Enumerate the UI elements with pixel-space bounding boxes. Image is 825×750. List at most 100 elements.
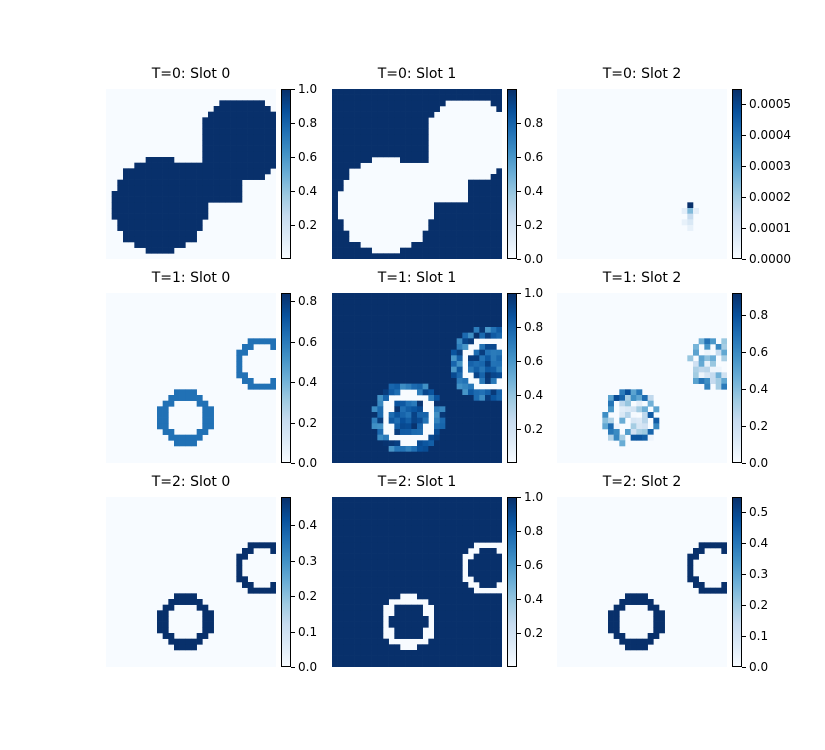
heatmap-cell [332,310,338,316]
heatmap-cell [468,451,474,458]
heatmap-cell [439,366,446,373]
heatmap-cell [496,604,502,611]
heatmap-cell [354,559,361,566]
heatmap-cell [123,179,129,186]
heatmap-cell [371,400,378,407]
heatmap-cell [496,361,502,367]
heatmap-cell [208,123,214,129]
heatmap-cell [360,610,367,617]
heatmap-cell [383,134,389,141]
heatmap-cell [473,644,480,651]
heatmap-cell [445,315,452,322]
heatmap-cell [162,225,169,231]
heatmap-cell [479,253,486,259]
heatmap-cell [208,111,214,118]
heatmap-cell [168,208,175,214]
heatmap-cell [337,162,344,169]
heatmap-cell [721,582,727,588]
heatmap-cell [354,378,361,384]
heatmap-cell [383,599,389,605]
heatmap-cell [468,395,474,401]
heatmap-cell [349,633,355,639]
heatmap-cell [490,434,497,441]
heatmap-cell [439,247,446,254]
heatmap-cell [485,213,491,220]
heatmap-cell [445,213,452,220]
heatmap-cell [236,168,243,175]
heatmap-cell [417,565,423,571]
heatmap-cell [411,327,418,333]
heatmap-cell [439,627,446,634]
heatmap-cell [473,610,480,617]
heatmap-cell [468,565,474,571]
heatmap-cell [490,219,497,226]
heatmap-cell [451,321,457,328]
heatmap-cell [411,123,418,129]
heatmap-cell [485,366,491,373]
heatmap-cell [349,576,355,583]
heatmap-cell [642,593,648,600]
heatmap-cell [349,661,355,667]
heatmap-cell [383,372,389,379]
heatmap-cell [332,525,338,532]
heatmap-cell [642,395,648,401]
heatmap-cell [349,406,355,413]
heatmap-cell [349,123,355,129]
heatmap-cell [332,638,338,645]
heatmap-cell [479,553,486,560]
heatmap-cell [490,332,497,339]
heatmap-cell [485,361,491,367]
heatmap-cell [479,412,486,418]
heatmap-cell [479,361,486,367]
heatmap-cell [332,621,338,628]
heatmap-cell [394,140,401,146]
heatmap-cell [417,406,423,413]
heatmap-cell [360,587,367,594]
heatmap-cell [636,395,643,401]
heatmap-cell [417,100,423,107]
heatmap-cell [451,225,457,231]
heatmap-cell [157,174,163,180]
heatmap-cell [366,525,372,532]
heatmap-cell [405,349,412,356]
colorbar-tick-label: 0.2 [298,218,318,232]
heatmap-cell [451,559,457,566]
heatmap-cell [608,429,614,435]
heatmap-cell [388,451,395,458]
heatmap-cell [337,434,344,441]
heatmap-cell [405,89,412,95]
heatmap-cell [354,355,361,362]
heatmap-cell [366,519,372,526]
heatmap-cell [630,644,637,651]
heatmap-cell [405,400,412,407]
heatmap-cell [343,230,350,237]
heatmap-cell [337,344,344,350]
heatmap-cell [400,400,406,407]
heatmap-cell [445,446,452,452]
heatmap-cell [388,570,395,577]
heatmap-cell [253,140,260,146]
heatmap-cell [439,412,446,418]
heatmap-cell [332,502,338,509]
heatmap-cell [225,196,231,203]
heatmap-cell [332,451,338,458]
heatmap-cell [394,123,401,129]
heatmap-cell [219,145,226,152]
heatmap-cell [405,604,412,611]
heatmap-cell [151,236,158,243]
heatmap-cell [202,616,209,622]
heatmap-cell [337,225,344,231]
heatmap-cell [496,395,502,401]
heatmap-cell [721,372,727,379]
colorbar-tick [291,123,295,124]
heatmap-cell [360,570,367,577]
heatmap-cell [236,106,243,112]
heatmap-cell [332,400,338,407]
heatmap-cell [388,117,395,124]
heatmap-cell [253,157,260,163]
heatmap-cell [405,497,412,503]
heatmap-cell [354,366,361,373]
heatmap-cell [383,553,389,560]
heatmap-cell [179,208,186,214]
heatmap-cell [473,570,480,577]
